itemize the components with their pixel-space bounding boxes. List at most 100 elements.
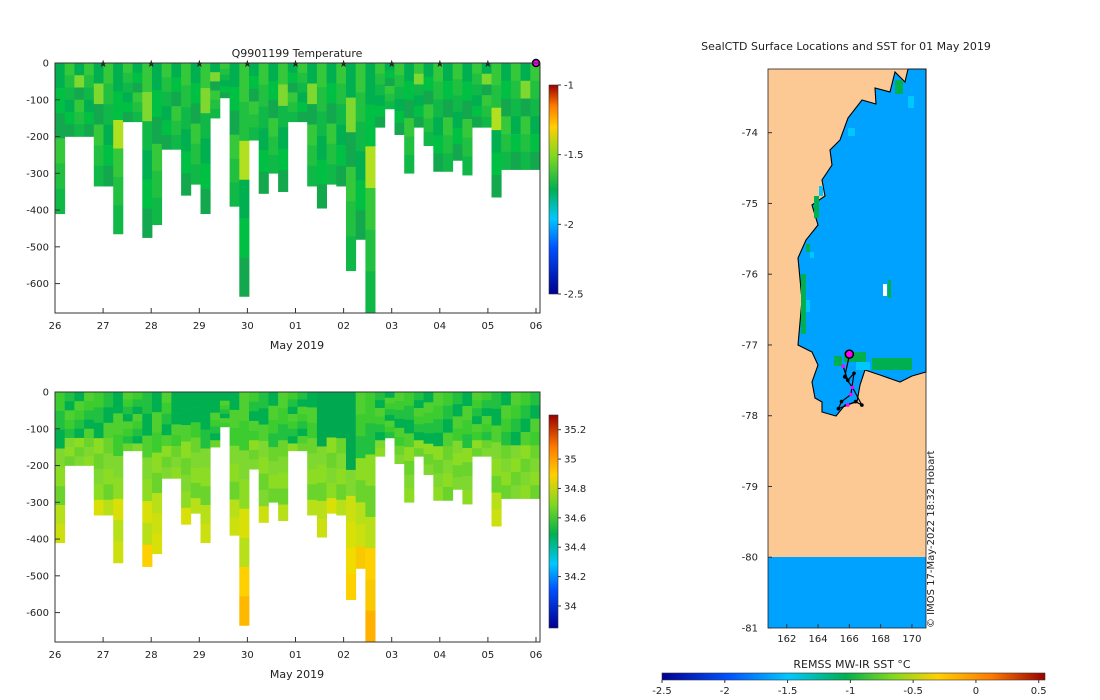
temperature-cell	[452, 95, 463, 113]
salinity-y-tick-label: -200	[26, 461, 49, 472]
salinity-cell	[472, 408, 483, 417]
temperature-cell	[404, 81, 415, 101]
temperature-cell	[433, 153, 444, 172]
temperature-cell	[355, 92, 366, 123]
salinity-cell	[491, 442, 502, 460]
temperature-cell	[278, 105, 289, 128]
temperature-cell	[219, 68, 230, 75]
salinity-cell	[297, 421, 308, 430]
temperature-cell	[55, 188, 66, 215]
salinity-cell	[413, 448, 424, 457]
temperature-cell	[326, 103, 337, 124]
temperature-cell	[384, 85, 395, 94]
temperature-cell	[287, 82, 298, 93]
salinity-cell	[152, 452, 163, 474]
salinity-cell	[530, 392, 541, 406]
salinity-cell	[375, 416, 386, 425]
salinity-cell	[258, 408, 269, 425]
temperature-cell	[287, 102, 298, 113]
salinity-cell	[443, 473, 454, 488]
salinity-cell	[181, 441, 192, 459]
salinity-cell	[171, 456, 182, 468]
temperature-cell	[443, 99, 454, 118]
salinity-cell	[210, 405, 221, 413]
seal-track-point	[849, 392, 853, 397]
salinity-cell	[229, 445, 240, 464]
temperature-cell	[481, 84, 492, 96]
temperature-cell	[210, 81, 221, 91]
salinity-cell	[93, 422, 104, 439]
salinity-cell	[520, 458, 531, 473]
salinity-cell	[103, 499, 114, 516]
salinity-cell	[84, 456, 95, 466]
temperature-cell	[142, 208, 153, 238]
temperature-cell	[346, 63, 357, 98]
temperature-cell	[404, 63, 415, 82]
temperature-cell	[142, 121, 153, 151]
temperature-cell	[394, 74, 405, 88]
salinity-cell	[278, 456, 289, 473]
salinity-cell	[452, 440, 463, 454]
salinity-cell	[200, 410, 211, 430]
salinity-cell	[491, 392, 502, 410]
salinity-cell	[530, 485, 541, 499]
temperature-cell	[161, 120, 172, 136]
temperature-x-tick-label: 03	[385, 321, 398, 332]
salinity-cell	[326, 392, 337, 408]
salinity-cell	[530, 431, 541, 446]
salinity-cell	[481, 416, 492, 425]
temperature-cell	[520, 98, 531, 117]
map-y-ticks: -74 -75 -76 -77 -78 -79 -80 -81	[742, 128, 772, 635]
temperature-cell	[355, 63, 366, 93]
salinity-cell	[161, 424, 172, 436]
temperature-cell	[278, 170, 289, 192]
salinity-cell	[219, 392, 230, 397]
salinity-cell	[433, 459, 444, 474]
temperature-cell	[326, 164, 337, 185]
salinity-cell	[452, 392, 463, 405]
salinity-cell	[375, 408, 386, 417]
salinity-cell	[394, 392, 405, 402]
salinity-cell	[472, 440, 483, 449]
salinity-cell	[501, 445, 512, 459]
station-marker: ★	[435, 59, 444, 70]
temperature-cell	[132, 102, 143, 113]
salinity-cell	[462, 420, 473, 435]
salinity-cell	[510, 405, 521, 419]
salinity-cell	[103, 392, 114, 408]
temperature-cell	[258, 84, 269, 107]
salinity-cell	[365, 423, 376, 455]
salinity-cell	[171, 424, 182, 436]
temperature-cell	[249, 114, 260, 128]
salinity-cell	[219, 422, 230, 428]
salinity-cell	[423, 412, 434, 424]
salinity-colorbar-tick-label: 34.8	[564, 484, 586, 495]
salinity-cell	[268, 488, 279, 503]
salinity-cell	[297, 414, 308, 422]
salinity-cell	[443, 446, 454, 461]
salinity-colorbar-tick-label: 35	[564, 455, 577, 466]
map-y-tick-label: -76	[742, 270, 758, 281]
salinity-cell	[210, 440, 221, 448]
salinity-cell	[404, 433, 415, 448]
temperature-cell	[219, 63, 230, 70]
salinity-cell	[249, 430, 260, 441]
temperature-cell	[443, 117, 454, 136]
temperature-cell	[152, 170, 163, 199]
temperature-cell	[433, 63, 444, 82]
salinity-cell	[481, 448, 492, 457]
salinity-cell	[346, 417, 357, 445]
temperature-cell	[190, 143, 201, 165]
temperature-cell	[103, 145, 114, 166]
temperature-cell	[336, 124, 347, 146]
temperature-cell	[219, 80, 230, 87]
salinity-cell	[375, 440, 386, 449]
salinity-cell	[530, 458, 541, 473]
salinity-cell	[316, 428, 327, 447]
salinity-cell	[520, 431, 531, 446]
salinity-cell	[200, 523, 211, 544]
temperature-cell	[510, 63, 521, 82]
salinity-cell	[375, 424, 386, 433]
temperature-x-tick-label: 02	[337, 321, 350, 332]
temperature-cell	[74, 124, 85, 137]
